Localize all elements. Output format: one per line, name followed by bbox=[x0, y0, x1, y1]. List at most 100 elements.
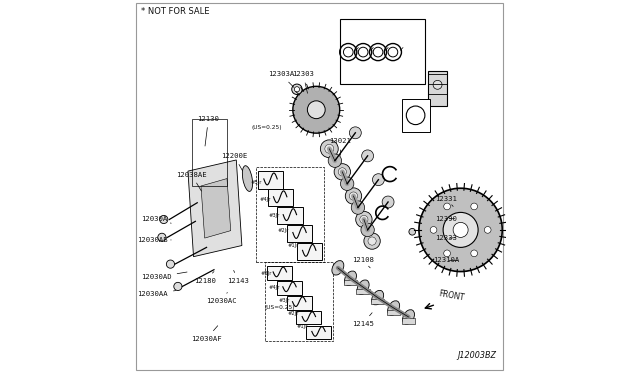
Circle shape bbox=[321, 140, 338, 158]
Circle shape bbox=[325, 144, 334, 153]
Circle shape bbox=[166, 260, 175, 268]
Text: 12030AA: 12030AA bbox=[138, 291, 176, 297]
Circle shape bbox=[433, 80, 442, 89]
Text: 12030AD: 12030AD bbox=[141, 272, 187, 280]
Bar bbox=[387, 310, 401, 315]
Circle shape bbox=[430, 227, 437, 233]
Text: #3Jr: #3Jr bbox=[278, 298, 289, 303]
Text: 12108: 12108 bbox=[352, 257, 374, 268]
Circle shape bbox=[307, 101, 325, 119]
Circle shape bbox=[364, 233, 380, 249]
Circle shape bbox=[294, 87, 300, 92]
Text: 12303: 12303 bbox=[292, 71, 314, 93]
Text: (US=0.25): (US=0.25) bbox=[265, 305, 296, 310]
Text: 12333: 12333 bbox=[436, 235, 458, 241]
Text: 12331: 12331 bbox=[436, 196, 458, 206]
Circle shape bbox=[362, 150, 374, 162]
Circle shape bbox=[409, 228, 415, 235]
Circle shape bbox=[174, 282, 182, 291]
FancyBboxPatch shape bbox=[287, 296, 312, 310]
Circle shape bbox=[444, 250, 451, 257]
Text: #2Jr: #2Jr bbox=[278, 228, 289, 233]
Text: 12310A: 12310A bbox=[433, 257, 460, 263]
Ellipse shape bbox=[332, 261, 344, 275]
Circle shape bbox=[444, 203, 451, 210]
Circle shape bbox=[340, 177, 354, 190]
Text: 13021: 13021 bbox=[330, 138, 351, 155]
Text: * NOT FOR SALE: * NOT FOR SALE bbox=[141, 7, 209, 16]
Circle shape bbox=[382, 196, 394, 208]
Text: FRONT: FRONT bbox=[438, 289, 465, 302]
Text: #1Jr: #1Jr bbox=[296, 324, 308, 329]
Text: #4Jr: #4Jr bbox=[259, 196, 271, 202]
Circle shape bbox=[351, 201, 365, 214]
Ellipse shape bbox=[357, 280, 369, 294]
Circle shape bbox=[293, 86, 340, 133]
Text: 12303A: 12303A bbox=[268, 71, 294, 87]
Ellipse shape bbox=[372, 291, 383, 305]
FancyBboxPatch shape bbox=[267, 266, 292, 280]
Circle shape bbox=[328, 154, 342, 167]
FancyBboxPatch shape bbox=[258, 171, 283, 189]
Circle shape bbox=[443, 212, 478, 247]
Circle shape bbox=[338, 168, 346, 176]
Bar bbox=[402, 318, 415, 324]
Circle shape bbox=[471, 250, 477, 257]
FancyBboxPatch shape bbox=[277, 281, 302, 295]
Bar bbox=[191, 119, 227, 186]
Text: 12143: 12143 bbox=[227, 270, 249, 284]
Circle shape bbox=[361, 223, 374, 237]
FancyBboxPatch shape bbox=[268, 189, 293, 206]
Circle shape bbox=[471, 203, 477, 210]
Circle shape bbox=[453, 222, 468, 237]
Text: 12200E: 12200E bbox=[221, 153, 248, 170]
Circle shape bbox=[292, 84, 302, 94]
Text: #4Jr: #4Jr bbox=[269, 285, 280, 290]
Text: #5Jr: #5Jr bbox=[260, 271, 271, 276]
Circle shape bbox=[372, 174, 385, 186]
Text: 12130: 12130 bbox=[198, 116, 220, 146]
Circle shape bbox=[159, 215, 168, 224]
Ellipse shape bbox=[388, 301, 399, 315]
Text: 12145: 12145 bbox=[352, 313, 374, 327]
FancyBboxPatch shape bbox=[306, 326, 331, 339]
Text: #1Jr: #1Jr bbox=[287, 243, 299, 248]
Circle shape bbox=[349, 127, 362, 139]
Bar bbox=[344, 280, 357, 285]
Text: 12030AB: 12030AB bbox=[138, 237, 172, 243]
Text: (US=0.25): (US=0.25) bbox=[252, 125, 282, 131]
Bar bbox=[356, 289, 370, 294]
Bar bbox=[256, 167, 324, 262]
Circle shape bbox=[368, 237, 376, 245]
Circle shape bbox=[346, 188, 362, 204]
Circle shape bbox=[334, 164, 351, 180]
Text: #3Jr: #3Jr bbox=[269, 212, 280, 218]
FancyBboxPatch shape bbox=[287, 225, 312, 242]
Text: #2Jr: #2Jr bbox=[287, 311, 299, 316]
Bar bbox=[402, 99, 429, 132]
Bar bbox=[428, 71, 447, 106]
Circle shape bbox=[356, 211, 372, 228]
Text: 12030AF: 12030AF bbox=[191, 326, 222, 341]
Ellipse shape bbox=[243, 166, 253, 192]
Bar bbox=[266, 262, 333, 341]
Bar bbox=[371, 299, 385, 304]
FancyBboxPatch shape bbox=[296, 243, 322, 260]
Text: 12180: 12180 bbox=[194, 272, 216, 284]
Ellipse shape bbox=[344, 271, 356, 285]
Text: 12038AE: 12038AE bbox=[177, 172, 207, 191]
Text: #5Jr: #5Jr bbox=[251, 180, 262, 185]
FancyBboxPatch shape bbox=[296, 311, 321, 324]
Circle shape bbox=[360, 215, 368, 224]
Text: 12030A: 12030A bbox=[141, 217, 172, 223]
Text: 12390: 12390 bbox=[436, 216, 458, 222]
FancyBboxPatch shape bbox=[277, 207, 303, 224]
Circle shape bbox=[349, 192, 358, 200]
Text: 12030AC: 12030AC bbox=[206, 292, 237, 304]
Polygon shape bbox=[188, 160, 242, 257]
Circle shape bbox=[419, 188, 502, 272]
Bar bbox=[340, 19, 424, 84]
Circle shape bbox=[158, 233, 166, 241]
Text: J12003BZ: J12003BZ bbox=[458, 351, 497, 360]
Polygon shape bbox=[201, 179, 231, 238]
